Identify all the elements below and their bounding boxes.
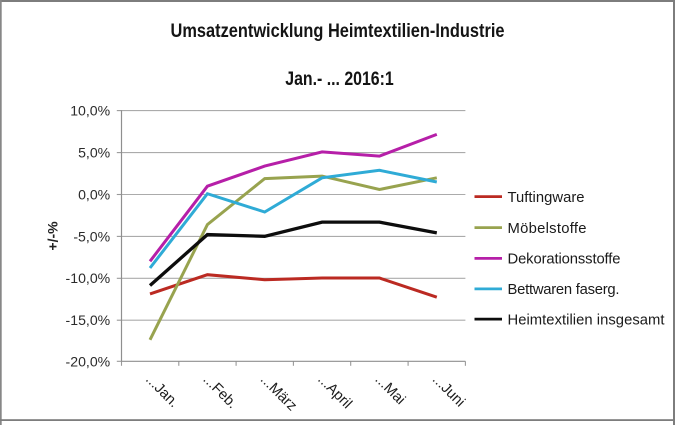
svg-text:5,0%: 5,0% xyxy=(78,145,111,161)
svg-text:-10,0%: -10,0% xyxy=(66,270,111,286)
svg-text:0,0%: 0,0% xyxy=(78,186,111,202)
svg-text:Bettwaren faserg.: Bettwaren faserg. xyxy=(508,282,620,298)
svg-text:10,0%: 10,0% xyxy=(70,103,110,119)
svg-text:+/-%: +/-% xyxy=(45,221,61,251)
svg-text:Möbelstoffe: Möbelstoffe xyxy=(508,221,587,237)
svg-text:Heimtextilien insgesamt: Heimtextilien insgesamt xyxy=(508,312,665,328)
svg-text:-20,0%: -20,0% xyxy=(66,353,111,369)
svg-text:-15,0%: -15,0% xyxy=(66,312,111,328)
svg-text:Jan.- ... 2016:1: Jan.- ... 2016:1 xyxy=(285,69,394,90)
svg-text:Dekorationsstoffe: Dekorationsstoffe xyxy=(508,252,621,268)
svg-text:Umsatzentwicklung Heimtextilie: Umsatzentwicklung Heimtextilien-Industri… xyxy=(171,20,505,42)
svg-text:Tuftingware: Tuftingware xyxy=(508,190,585,206)
svg-text:-5,0%: -5,0% xyxy=(73,228,110,244)
